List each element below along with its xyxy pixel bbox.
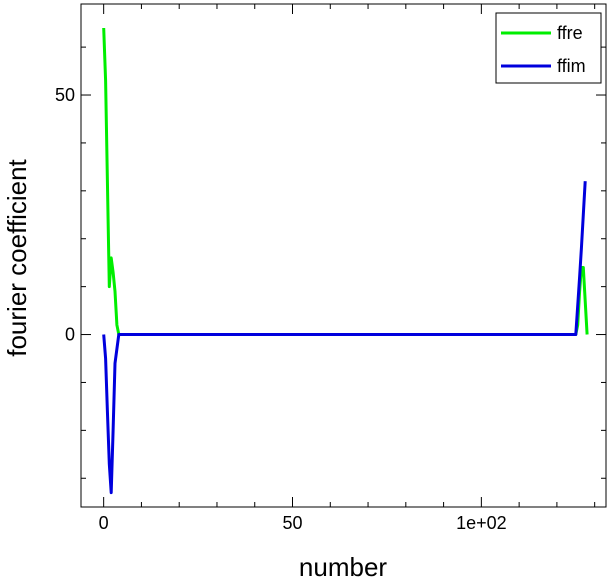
y-tick-label: 50 — [55, 85, 75, 105]
x-tick-label: 1e+02 — [456, 513, 507, 533]
axis-ticks: 0 50 1e+02 0 50 — [55, 4, 606, 533]
legend-label-ffre: ffre — [557, 23, 583, 43]
x-tick-label: 0 — [99, 513, 109, 533]
plot-frame — [80, 3, 607, 508]
x-axis-title: number — [299, 552, 387, 579]
series-lines — [102, 27, 589, 495]
legend: ffre ffim — [495, 12, 602, 84]
y-tick-label: 0 — [65, 325, 75, 345]
legend-box — [495, 12, 602, 84]
series-line-ffim — [102, 181, 587, 495]
y-axis-title: fourier coefficient — [2, 158, 32, 356]
x-tick-label: 50 — [282, 513, 302, 533]
legend-label-ffim: ffim — [557, 56, 586, 76]
